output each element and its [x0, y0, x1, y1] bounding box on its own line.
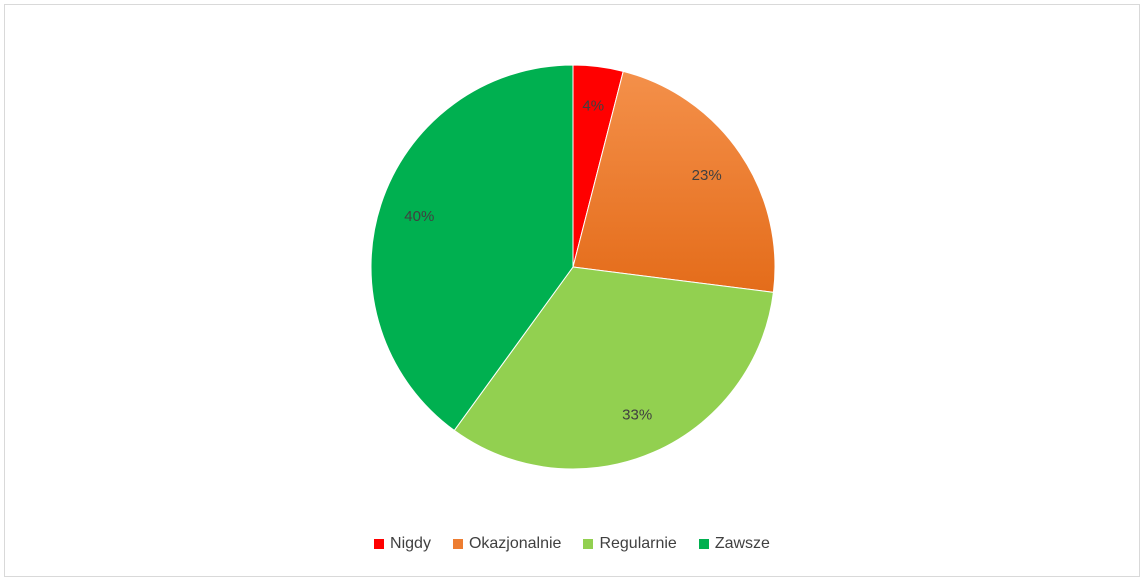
- legend-swatch-regularnie: [583, 539, 594, 549]
- legend-item-nigdy: Nigdy: [374, 535, 431, 553]
- chart-legend: Nigdy Okazjonalnie Regularnie Zawsze: [5, 535, 1139, 553]
- data-label-okazjonalnie: 23%: [692, 167, 722, 184]
- data-label-nigdy: 4%: [582, 98, 604, 115]
- chart-area: 4% 23% 33% 40% Nigdy Okazjonalnie Regularni…: [4, 4, 1140, 577]
- pie-chart: 4% 23% 33% 40%: [370, 64, 776, 470]
- pie-slice-zawsze: [370, 64, 574, 432]
- legend-label-zawsze: Zawsze: [714, 535, 770, 552]
- legend-swatch-zawsze: [698, 539, 709, 549]
- pie-slice-regularnie: [453, 266, 774, 470]
- legend-swatch-okazjonalnie: [452, 539, 463, 549]
- legend-item-regularnie: Regularnie: [583, 535, 677, 553]
- data-label-zawsze: 40%: [404, 208, 434, 225]
- data-label-regularnie: 33%: [622, 406, 652, 423]
- pie-slice-okazjonalnie: [572, 70, 776, 293]
- legend-label-nigdy: Nigdy: [390, 535, 431, 552]
- legend-label-okazjonalnie: Okazjonalnie: [468, 535, 562, 552]
- legend-item-okazjonalnie: Okazjonalnie: [452, 535, 562, 553]
- legend-swatch-nigdy: [374, 539, 385, 549]
- legend-item-zawsze: Zawsze: [698, 535, 770, 553]
- legend-label-regularnie: Regularnie: [599, 535, 677, 552]
